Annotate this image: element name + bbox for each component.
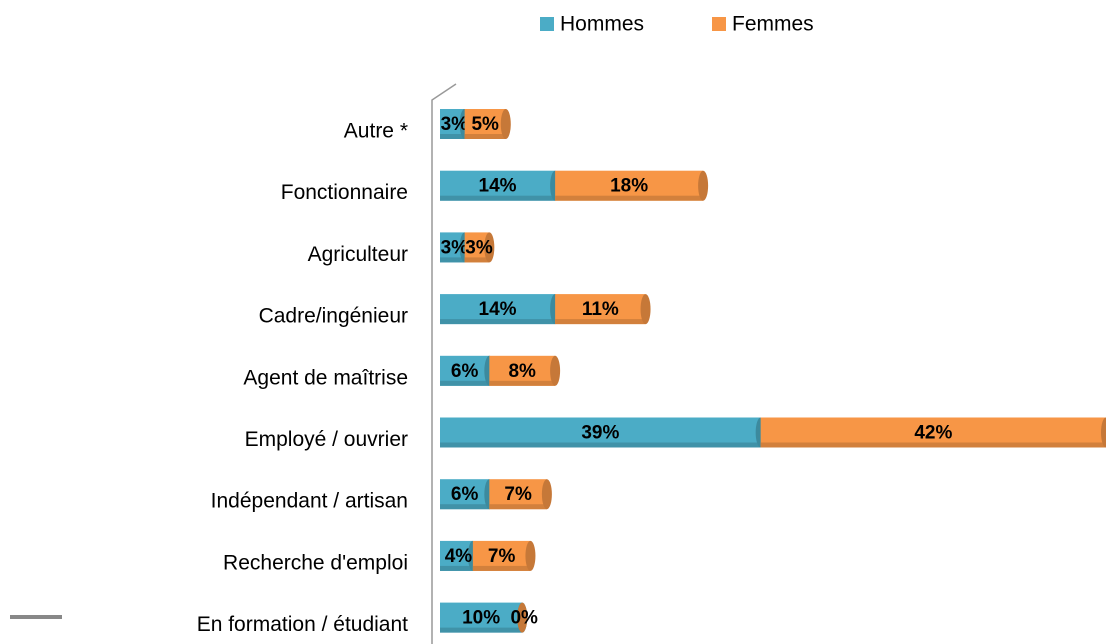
data-label: 42% [914, 423, 952, 444]
data-label: 11% [582, 299, 619, 320]
category-label: Indépendant / artisan [211, 490, 408, 513]
bar-segment [440, 170, 561, 201]
data-label: 39% [581, 423, 619, 444]
category-label: Cadre/ingénieur [259, 305, 408, 328]
bar-segment [472, 540, 536, 571]
data-label: 3% [441, 114, 469, 135]
data-label: 0% [510, 608, 538, 629]
data-label: 6% [451, 484, 479, 505]
bar-segment [555, 170, 709, 201]
data-label: 3% [441, 237, 469, 258]
data-label: 7% [488, 546, 516, 567]
category-label: Recherche d'emploi [223, 551, 408, 574]
data-label: 3% [465, 237, 493, 258]
data-label: 7% [504, 484, 532, 505]
bar-segment [760, 417, 1106, 448]
data-label: 6% [451, 361, 479, 382]
category-label: En formation / étudiant [197, 613, 408, 636]
data-label: 14% [479, 299, 517, 320]
bar-segment [555, 294, 651, 325]
bar-segment [517, 602, 528, 633]
bar-segment [464, 232, 495, 263]
legend-swatch [712, 17, 726, 31]
category-label: Autre * [344, 120, 408, 143]
bar-segment [440, 602, 528, 633]
data-label: 4% [445, 546, 473, 567]
category-label: Fonctionnaire [281, 181, 408, 204]
bar-segment [440, 417, 766, 448]
bar-segment [464, 109, 511, 139]
legend-label: Femmes [732, 13, 814, 36]
axis-wall [431, 83, 457, 644]
data-label: 5% [471, 114, 499, 135]
bar-segment [489, 355, 561, 386]
data-label: 14% [479, 176, 517, 197]
category-label: Employé / ouvrier [245, 428, 408, 451]
legend-swatch [540, 17, 554, 31]
data-label: 10% [462, 608, 500, 629]
bar-segment [489, 479, 552, 510]
legend-label: Hommes [560, 13, 644, 36]
category-label: Agriculteur [308, 243, 408, 266]
data-label: 18% [610, 176, 648, 197]
bar-segment [440, 294, 561, 325]
category-label: Agent de maîtrise [243, 366, 408, 389]
data-label: 8% [508, 361, 536, 382]
